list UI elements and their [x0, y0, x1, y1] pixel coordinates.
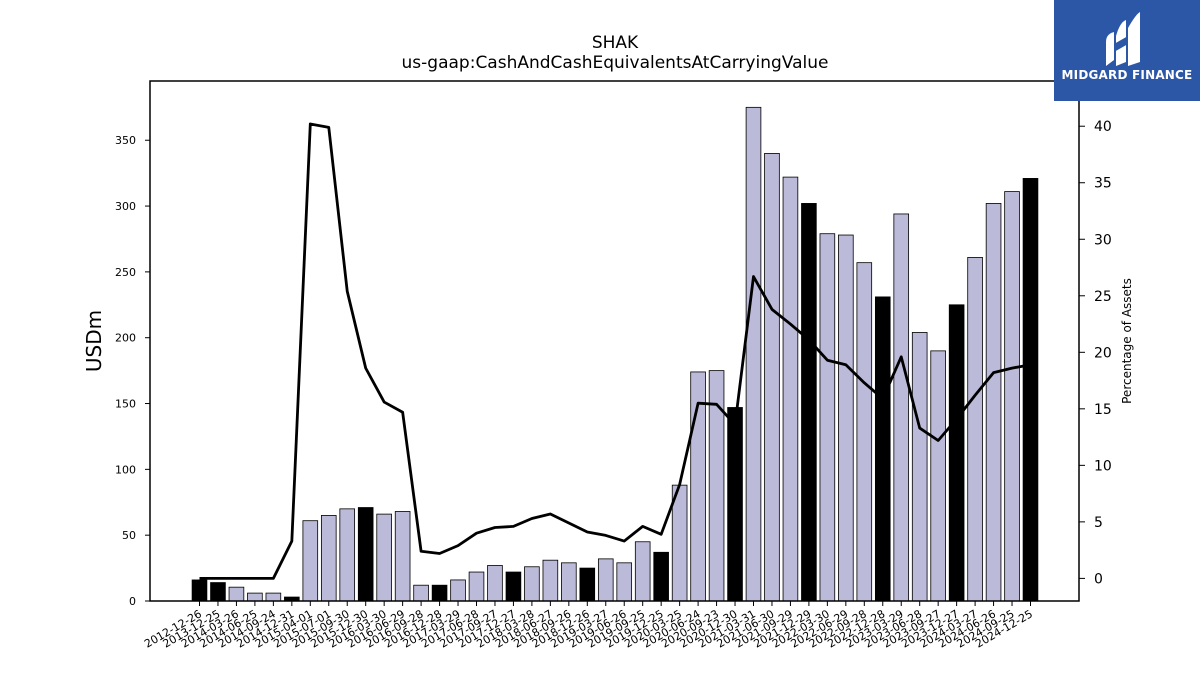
y-tick-label: 50 — [122, 529, 136, 542]
bar — [579, 567, 596, 602]
y-axis-label: USDm — [82, 310, 106, 372]
plot-frame — [149, 80, 1080, 602]
bar — [413, 584, 429, 602]
bar — [745, 106, 762, 602]
bar — [210, 582, 226, 602]
bar — [653, 551, 669, 602]
right-axis: 0 5 10 15 20 25 30 35 40 — [1079, 119, 1112, 587]
bar — [450, 579, 466, 602]
bar — [911, 332, 928, 602]
bar — [893, 213, 910, 602]
y2-tick-label: 10 — [1094, 458, 1112, 474]
bar — [468, 571, 485, 602]
bar — [948, 304, 965, 602]
chart-subtitle: us-gaap:CashAndCashEquivalentsAtCarrying… — [401, 53, 829, 73]
bar — [320, 515, 337, 602]
bar — [339, 508, 356, 602]
bar — [357, 507, 374, 602]
y2-tick-label: 40 — [1094, 119, 1112, 135]
bar — [838, 234, 854, 602]
y2-tick-label: 0 — [1094, 571, 1103, 587]
bar — [487, 565, 503, 602]
bar — [265, 592, 282, 602]
bar — [764, 153, 780, 602]
logo-text: MIDGARD FINANCE — [1061, 68, 1193, 82]
bar — [561, 562, 577, 602]
bar — [191, 579, 208, 602]
bar — [782, 176, 799, 602]
bar — [597, 558, 614, 602]
bar — [856, 262, 873, 602]
y-tick-label: 300 — [115, 200, 136, 213]
y-tick-label: 200 — [115, 332, 136, 345]
bar — [394, 511, 411, 602]
y2-axis-label: Percentage of Assets — [1120, 278, 1134, 404]
y2-tick-label: 25 — [1094, 289, 1112, 305]
bar — [1022, 178, 1039, 602]
y2-tick-label: 20 — [1094, 345, 1112, 361]
percentage-line — [199, 122, 1031, 580]
bar — [616, 562, 633, 602]
bar — [727, 407, 743, 602]
line-series — [199, 122, 1031, 580]
bar — [985, 203, 1002, 602]
bar-series — [191, 106, 1039, 602]
logo-mark-icon — [1106, 12, 1140, 66]
left-axis: 0 50 100 150 200 250 300 350 — [115, 134, 150, 608]
y-tick-label: 100 — [115, 463, 136, 476]
bar — [524, 566, 540, 602]
y2-tick-label: 30 — [1094, 232, 1112, 248]
bar — [874, 296, 891, 602]
y-tick-label: 250 — [115, 266, 136, 279]
y2-tick-label: 35 — [1094, 176, 1112, 192]
bar — [634, 541, 651, 602]
bar — [967, 257, 983, 602]
bar — [505, 571, 522, 602]
y-tick-label: 0 — [129, 595, 136, 608]
brand-logo: MIDGARD FINANCE — [1054, 0, 1200, 101]
bar — [302, 520, 319, 602]
bar — [376, 513, 392, 602]
bar — [819, 233, 836, 602]
x-axis: 2012-12-262013-12-252014-03-262014-06-25… — [142, 601, 1035, 651]
y2-tick-label: 5 — [1094, 515, 1103, 531]
bar — [542, 559, 559, 602]
y2-tick-label: 15 — [1094, 402, 1112, 418]
y-tick-label: 150 — [115, 398, 136, 411]
bar — [930, 350, 946, 602]
bar — [801, 203, 817, 602]
chart-title: SHAK — [591, 33, 639, 53]
bar — [228, 586, 245, 602]
y-tick-label: 350 — [115, 134, 136, 147]
bar — [247, 592, 263, 602]
bar — [431, 584, 448, 602]
bar — [1004, 191, 1020, 602]
bar — [671, 484, 688, 602]
